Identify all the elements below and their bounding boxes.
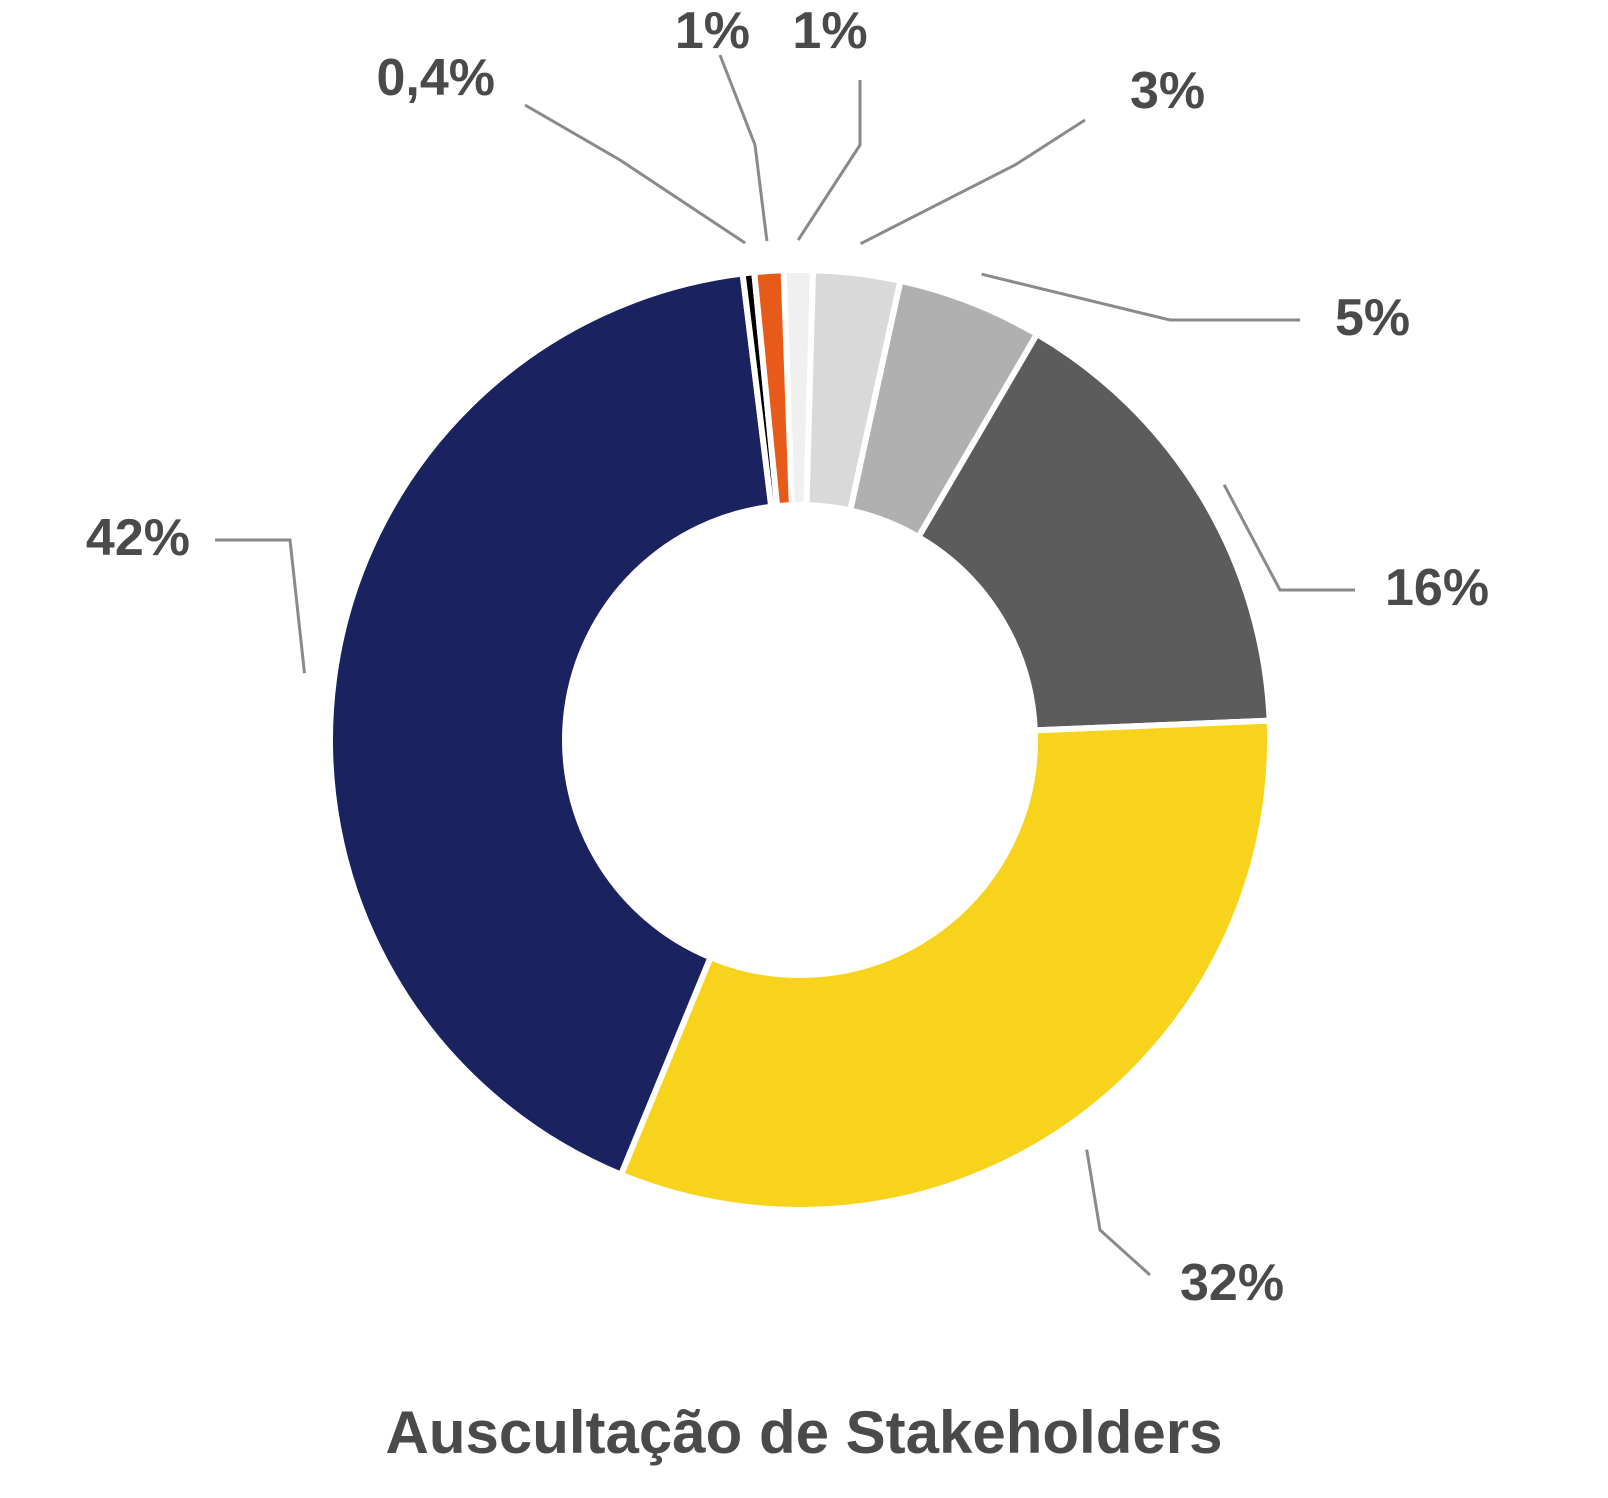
leader-line — [215, 540, 304, 673]
leader-line — [861, 120, 1085, 244]
slice-label: 1% — [675, 2, 750, 60]
slice-label: 1% — [792, 2, 867, 60]
donut-chart-container: 1% 3% 5% 16% 32% 42% 0,4% 1% Auscultação de Sta… — [0, 0, 1608, 1498]
chart-title: Auscultação de Stakeholders — [0, 1398, 1608, 1467]
slices-group — [330, 270, 1270, 1210]
leader-line — [982, 274, 1300, 320]
leader-line — [525, 105, 745, 243]
leader-line — [720, 55, 767, 241]
slice-label: 0,4% — [376, 49, 495, 107]
slice-label: 42% — [86, 509, 190, 567]
slice-label: 3% — [1130, 62, 1205, 120]
leader-line — [798, 80, 860, 240]
slice-label: 5% — [1335, 289, 1410, 347]
slice-label: 32% — [1180, 1254, 1284, 1312]
donut-chart-svg: 1% 3% 5% 16% 32% 42% 0,4% 1% — [0, 0, 1608, 1498]
leader-line — [1224, 485, 1355, 590]
slice-label: 16% — [1385, 559, 1489, 617]
donut-slice — [621, 721, 1270, 1210]
leader-line — [1087, 1150, 1150, 1275]
